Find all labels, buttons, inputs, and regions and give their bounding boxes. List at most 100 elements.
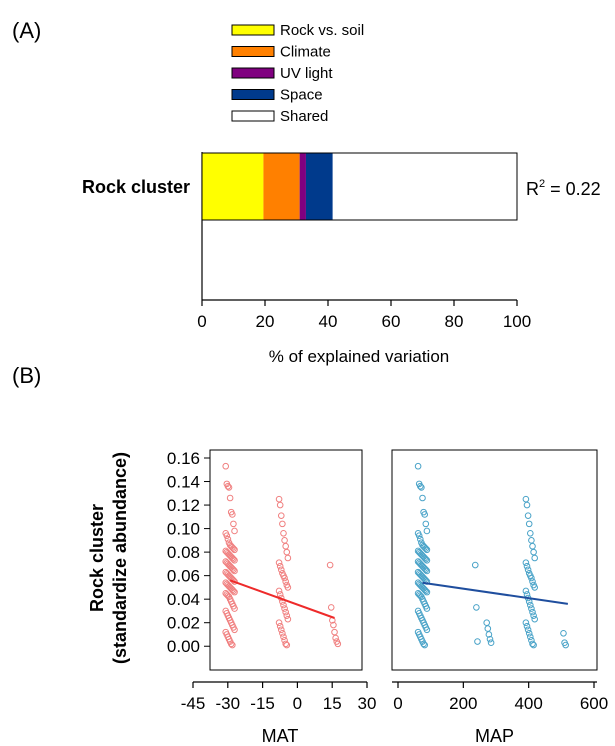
data-point bbox=[423, 557, 431, 564]
data-point bbox=[562, 641, 569, 649]
data-point bbox=[522, 619, 530, 627]
data-point bbox=[224, 592, 232, 599]
data-point bbox=[231, 588, 238, 596]
data-point bbox=[527, 529, 534, 537]
y-axis-label-line2: (standardize abundance) bbox=[110, 452, 130, 664]
data-point bbox=[283, 548, 291, 556]
data-point bbox=[522, 559, 530, 567]
data-point bbox=[423, 527, 431, 535]
data-point bbox=[230, 555, 237, 563]
data-point bbox=[231, 567, 238, 575]
data-point bbox=[525, 629, 533, 637]
data-point bbox=[280, 633, 287, 641]
data-point bbox=[231, 557, 238, 564]
stacked-bars bbox=[201, 152, 518, 221]
data-point bbox=[283, 641, 291, 649]
plot-frame bbox=[391, 449, 598, 671]
data-point bbox=[227, 640, 235, 648]
data-point bbox=[530, 612, 537, 619]
data-point bbox=[531, 554, 539, 562]
data-point bbox=[530, 548, 537, 556]
data-point bbox=[418, 484, 425, 491]
data-point bbox=[276, 622, 284, 630]
plot-frame bbox=[209, 449, 363, 671]
data-point bbox=[523, 501, 531, 509]
data-point bbox=[417, 592, 424, 599]
data-point bbox=[528, 605, 535, 612]
data-point bbox=[528, 574, 535, 582]
r-squared-label: R2 = 0.22 bbox=[526, 178, 601, 199]
trend-line bbox=[229, 579, 335, 619]
data-point bbox=[230, 587, 237, 595]
data-point bbox=[421, 511, 429, 518]
data-point bbox=[522, 495, 530, 503]
data-point bbox=[275, 587, 283, 595]
panel-b-label: (B) bbox=[12, 363, 41, 388]
panel-a: (A) Rock vs. soil Climate UV light Space Sha… bbox=[12, 18, 601, 366]
x-axis-label: MAP bbox=[475, 726, 514, 746]
data-point bbox=[276, 501, 284, 509]
data-point bbox=[326, 561, 334, 569]
data-point bbox=[275, 495, 283, 503]
x-tick-label: 20 bbox=[256, 312, 275, 331]
data-point bbox=[531, 615, 539, 623]
x-tick-label: 30 bbox=[358, 694, 377, 713]
category-label: Rock cluster bbox=[82, 177, 190, 197]
data-point bbox=[560, 629, 567, 637]
panel-a-label: (A) bbox=[12, 18, 41, 43]
data-point bbox=[277, 566, 285, 574]
legend-swatch bbox=[231, 24, 275, 36]
x-ticks-a: 0 20 40 60 80 100 bbox=[197, 300, 531, 331]
y-tick-label: 0.08 bbox=[167, 543, 200, 562]
data-point bbox=[225, 484, 233, 491]
data-point bbox=[422, 520, 430, 528]
data-point bbox=[224, 535, 232, 543]
data-point bbox=[276, 562, 284, 570]
data-point bbox=[528, 537, 535, 544]
legend-label: Rock vs. soil bbox=[280, 22, 364, 39]
data-point bbox=[530, 641, 537, 649]
data-point bbox=[281, 574, 288, 582]
data-point bbox=[332, 634, 339, 642]
x-tick-label: 80 bbox=[445, 312, 464, 331]
data-point bbox=[523, 591, 531, 598]
x-tick-label: 60 bbox=[382, 312, 401, 331]
data-point bbox=[279, 520, 286, 528]
data-point bbox=[486, 635, 494, 643]
legend-label: UV light bbox=[280, 65, 333, 82]
legend-swatch bbox=[231, 89, 275, 100]
bar-segment bbox=[305, 153, 333, 220]
y-tick-label: 0.02 bbox=[167, 614, 200, 633]
data-point bbox=[473, 604, 480, 611]
data-point bbox=[524, 566, 532, 574]
data-point bbox=[529, 608, 536, 616]
data-point bbox=[282, 578, 289, 585]
data-point bbox=[224, 482, 232, 490]
mat-scatter-plot: 0.160.140.120.100.080.060.040.020.00-45-… bbox=[167, 449, 377, 746]
data-point bbox=[527, 601, 534, 609]
x-tick-label: -45 bbox=[181, 694, 206, 713]
data-point bbox=[525, 598, 533, 605]
panel-b: (B) Rock cluster (standardize abundance)… bbox=[12, 363, 608, 746]
data-point bbox=[531, 584, 539, 591]
data-point bbox=[226, 494, 234, 502]
data-point bbox=[484, 625, 492, 632]
data-point bbox=[330, 621, 337, 629]
data-point bbox=[524, 626, 532, 634]
data-point bbox=[423, 546, 431, 554]
data-point bbox=[282, 542, 289, 550]
data-point bbox=[231, 546, 238, 554]
x-tick-label: 600 bbox=[580, 694, 608, 713]
x-tick-label: 100 bbox=[503, 312, 531, 331]
data-point bbox=[331, 628, 338, 636]
data-point bbox=[414, 462, 422, 470]
x-axis-label: MAT bbox=[262, 726, 299, 746]
data-point bbox=[423, 567, 431, 575]
data-point bbox=[422, 566, 430, 574]
data-point bbox=[525, 520, 533, 528]
data-point bbox=[471, 561, 479, 569]
x-axis-label-a: % of explained variation bbox=[269, 347, 450, 366]
x-tick-label: 40 bbox=[319, 312, 338, 331]
x-tick-label: 200 bbox=[449, 694, 477, 713]
y-tick-label: 0.16 bbox=[167, 449, 200, 468]
